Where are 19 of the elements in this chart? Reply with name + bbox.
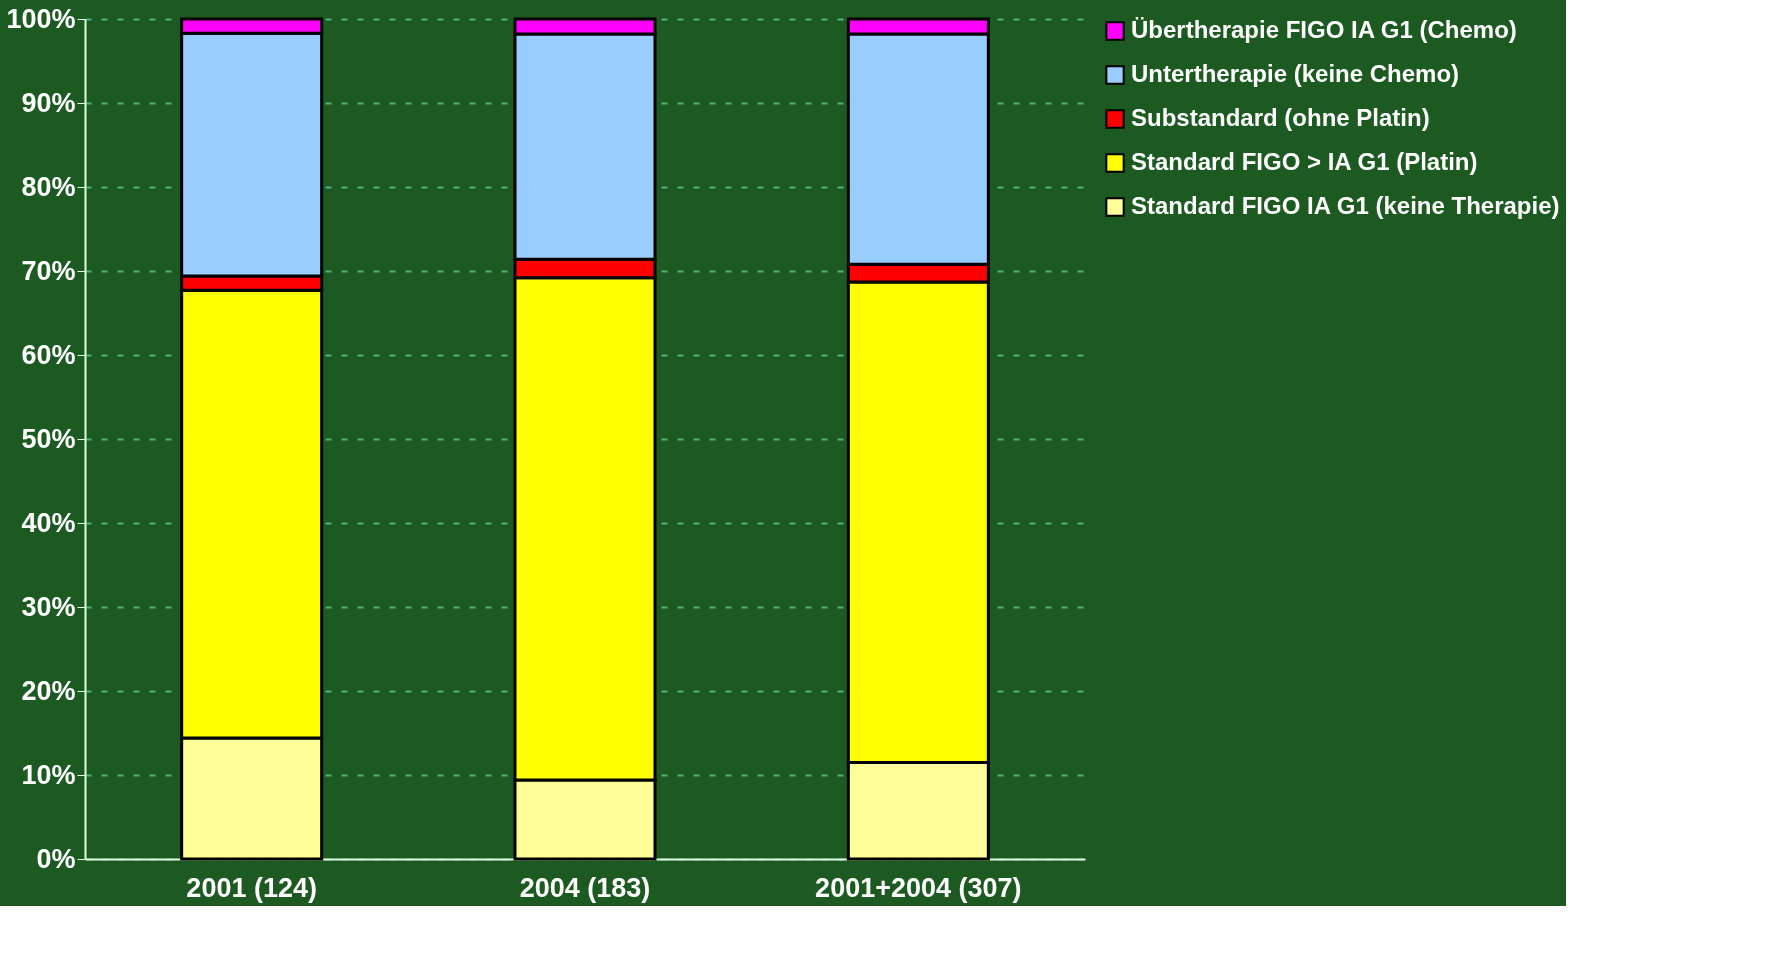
y-tick-label: 60%: [21, 339, 76, 370]
y-tick-label: 90%: [21, 87, 76, 118]
y-tick-label: 0%: [36, 843, 76, 874]
legend-label: Standard FIGO > IA G1 (Platin): [1131, 148, 1478, 175]
y-tick-label: 80%: [21, 171, 76, 202]
x-tick-label: 2004 (183): [519, 872, 651, 903]
y-tick-label: 50%: [21, 423, 76, 454]
y-tick-label: 100%: [6, 3, 76, 34]
y-tick-label: 30%: [21, 591, 76, 622]
legend-label: Übertherapie FIGO IA G1 (Chemo): [1131, 16, 1517, 43]
legend-label: Standard FIGO IA G1 (keine Therapie): [1131, 192, 1560, 219]
legend-label: Substandard (ohne Platin): [1131, 104, 1430, 131]
legend-label: Untertherapie (keine Chemo): [1131, 60, 1460, 87]
y-tick-label: 10%: [21, 759, 76, 790]
x-tick-label: 2001 (124): [186, 872, 317, 903]
y-tick-label: 20%: [21, 675, 76, 706]
y-tick-label: 70%: [21, 255, 76, 286]
x-tick-label: 2001+2004 (307): [815, 872, 1022, 903]
y-tick-label: 40%: [21, 507, 76, 538]
